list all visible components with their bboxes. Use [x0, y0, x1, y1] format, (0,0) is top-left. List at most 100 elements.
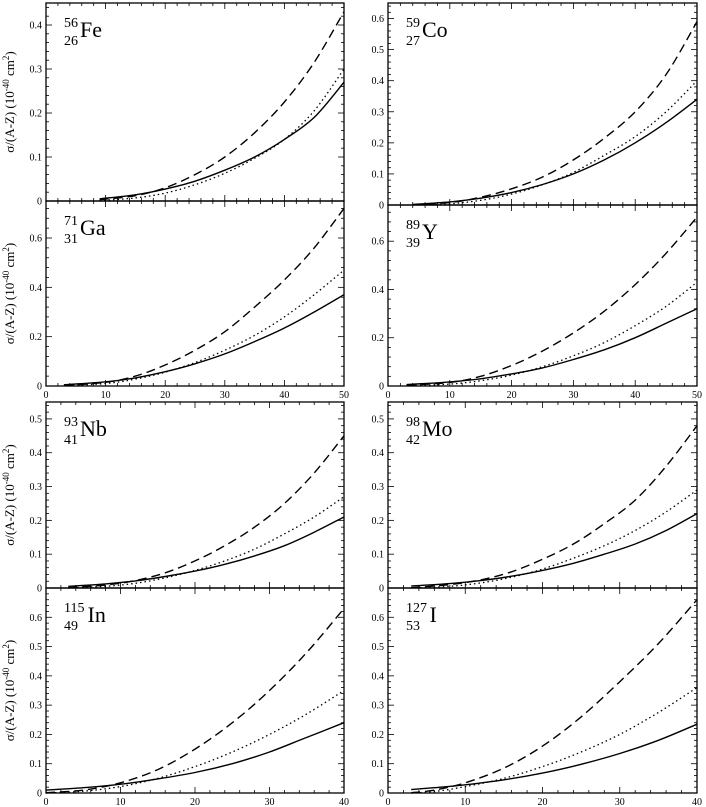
- atomic-number: 42: [406, 433, 420, 448]
- y-tick-label: 0.5: [372, 414, 385, 425]
- x-tick-label: 40: [279, 390, 289, 401]
- panel-frame: [387, 204, 698, 387]
- mass-number: 89: [406, 218, 420, 233]
- element-symbol: Y: [422, 219, 438, 244]
- mass-number: 115: [64, 601, 84, 616]
- y-tick-label: 0.2: [30, 516, 43, 527]
- y-tick-label: 0.5: [372, 45, 385, 56]
- mass-number: 56: [64, 16, 78, 31]
- series-dashed: [63, 207, 345, 387]
- y-tick-label: 0: [379, 201, 384, 212]
- nucleus-label: 59 27Co: [406, 16, 448, 49]
- atomic-number: 41: [64, 433, 78, 448]
- y-tick-label: 0.1: [30, 550, 43, 561]
- y-tick-label: 0.6: [372, 237, 385, 248]
- y-tick-label: 0.4: [372, 285, 385, 296]
- x-tick-label: 20: [507, 390, 517, 401]
- x-tick-label: 30: [265, 797, 275, 807]
- nucleus-label: 115 49 In: [64, 601, 106, 634]
- y-tick-label: 0.5: [372, 642, 385, 653]
- y-tick-label: 0.2: [30, 109, 43, 120]
- y-tick-label: 0.2: [372, 138, 385, 149]
- atomic-number: 31: [64, 232, 78, 247]
- panel-frame: [45, 200, 345, 387]
- series-dotted: [406, 281, 698, 387]
- panel-ga71: 0 10 20 30 40 50 0 0.2 0.4 0.6 71 31Ga σ/(A-Z) (10-4…: [1, 200, 349, 401]
- y-tick-label: 0: [37, 789, 42, 800]
- y-axis-label: σ/(A-Z) (10-40 cm2): [1, 51, 17, 153]
- y-tick-label: 0.3: [372, 482, 385, 493]
- atomic-number: 27: [406, 34, 420, 49]
- nucleus-label: 127 53 I: [406, 601, 437, 634]
- nucleus-label: 71 31Ga: [64, 214, 106, 247]
- series-dotted: [412, 80, 698, 206]
- y-tick-label: 0: [37, 382, 42, 393]
- x-tick-label: 10: [460, 797, 470, 807]
- y-tick-label: 0.2: [372, 730, 385, 741]
- x-tick-label: 20: [538, 797, 548, 807]
- y-tick-label: 0: [379, 382, 384, 393]
- x-tick-label: 30: [220, 390, 230, 401]
- series-solid: [63, 294, 345, 386]
- element-symbol: In: [88, 602, 106, 627]
- y-axis-label: σ/(A-Z) (10-40 cm2): [1, 640, 17, 742]
- panel-mo98: 0 0.1 0.2 0.3 0.4 0.5 98 42Mo: [372, 401, 698, 595]
- y-tick-label: 0.2: [30, 332, 43, 343]
- series-dashed: [99, 11, 345, 201]
- atomic-number: 39: [406, 236, 420, 251]
- x-tick-label: 0: [44, 390, 49, 401]
- element-symbol: Fe: [80, 17, 102, 42]
- y-tick-label: 0.4: [372, 76, 385, 87]
- y-tick-label: 0.2: [372, 516, 385, 527]
- x-tick-label: 50: [692, 390, 702, 401]
- y-tick-label: 0.1: [30, 153, 43, 164]
- y-tick-label: 0.5: [30, 642, 43, 653]
- series-dashed: [411, 425, 698, 589]
- y-tick-label: 0.3: [30, 65, 43, 76]
- y-tick-label: 0.3: [30, 701, 43, 712]
- y-tick-label: 0.1: [30, 759, 43, 770]
- series-dashed: [45, 608, 345, 794]
- y-tick-label: 0.2: [372, 333, 385, 344]
- y-tick-label: 0.3: [30, 482, 43, 493]
- y-axis-label: σ/(A-Z) (10-40 cm2): [1, 243, 17, 345]
- nucleus-label: 56 26Fe: [64, 16, 102, 49]
- mass-number: 98: [406, 415, 420, 430]
- y-tick-label: 0.6: [30, 613, 43, 624]
- series-solid: [406, 308, 698, 386]
- x-tick-label: 30: [615, 797, 625, 807]
- mass-number: 71: [64, 214, 78, 229]
- element-symbol: Nb: [80, 416, 107, 441]
- atomic-number: 49: [64, 619, 78, 634]
- panel-co59: 0 0.1 0.2 0.3 0.4 0.5 0.6 59 27Co: [372, 2, 698, 212]
- y-tick-label: 0.4: [30, 283, 43, 294]
- atomic-number: 53: [406, 619, 420, 634]
- y-tick-label: 0.4: [30, 21, 43, 32]
- series-dotted: [411, 687, 698, 794]
- x-tick-label: 40: [692, 797, 702, 807]
- nucleus-label: 98 42Mo: [406, 415, 453, 448]
- y-tick-label: 0.4: [30, 671, 43, 682]
- x-tick-label: 40: [630, 390, 640, 401]
- y-tick-label: 0: [37, 584, 42, 595]
- mass-number: 59: [406, 16, 420, 31]
- element-symbol: I: [430, 602, 437, 627]
- y-tick-label: 0.4: [372, 671, 385, 682]
- series-solid: [68, 516, 345, 587]
- x-tick-label: 50: [339, 390, 349, 401]
- series-solid: [411, 723, 698, 791]
- x-tick-label: 20: [160, 390, 170, 401]
- y-tick-label: 0.6: [372, 14, 385, 25]
- series-dotted: [411, 489, 698, 589]
- panel-y89: 0 10 20 30 40 50 0 0.2 0.4 0.6 89 39Y: [372, 204, 702, 401]
- x-tick-label: 30: [568, 390, 578, 401]
- y-tick-label: 0.3: [372, 701, 385, 712]
- mass-number: 127: [406, 601, 427, 616]
- panel-fe56: 0 0.1 0.2 0.3 0.4 56 26Fe σ/(A-Z) (10-40 cm2): [1, 2, 345, 208]
- y-axis-label: σ/(A-Z) (10-40 cm2): [1, 444, 17, 546]
- y-tick-label: 0.4: [30, 448, 43, 459]
- series-dashed: [411, 599, 698, 794]
- series-solid: [411, 512, 698, 587]
- series-dotted: [68, 496, 345, 589]
